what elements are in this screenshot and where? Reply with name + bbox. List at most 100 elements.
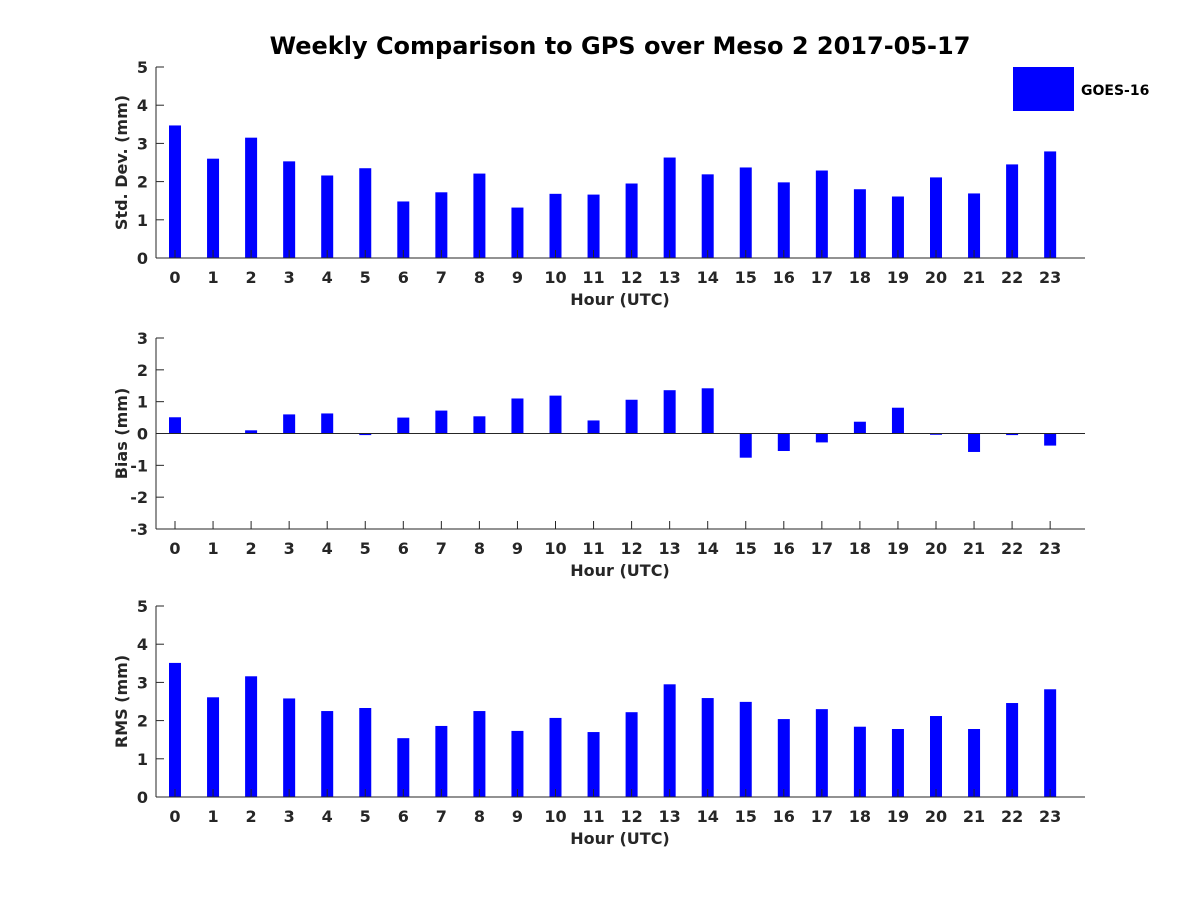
xtick-label-std-0: 0 [169, 268, 180, 287]
xtick-label-std-21: 21 [963, 268, 985, 287]
bar-std-hour-23 [1044, 151, 1057, 258]
xtick-label-rms-21: 21 [963, 807, 985, 826]
xtick-label-bias-8: 8 [474, 539, 485, 558]
bar-std-hour-21 [968, 193, 981, 258]
xtick-label-std-10: 10 [544, 268, 566, 287]
bar-rms-hour-19 [891, 729, 904, 797]
bar-rms-hour-0 [169, 662, 181, 797]
ytick-label-std-4: 4 [137, 96, 148, 115]
bar-bias-hour-22 [1006, 433, 1019, 436]
bar-rms-hour-12 [625, 712, 638, 797]
xtick-label-std-1: 1 [207, 268, 218, 287]
bar-bias-hour-12 [625, 399, 638, 434]
bar-std-hour-22 [1006, 164, 1019, 258]
xlabel-std: Hour (UTC) [570, 290, 670, 309]
bar-std-hour-11 [587, 194, 600, 258]
bar-std-hour-4 [321, 175, 334, 258]
ytick-label-bias-1: 1 [137, 393, 148, 412]
xtick-label-std-5: 5 [360, 268, 371, 287]
xtick-label-bias-6: 6 [398, 539, 409, 558]
xtick-label-bias-7: 7 [436, 539, 447, 558]
xtick-label-rms-15: 15 [735, 807, 757, 826]
bar-rms-hour-20 [930, 716, 942, 797]
bar-bias-hour-15 [739, 433, 752, 458]
bar-bias-hour-0 [169, 417, 181, 434]
xtick-label-rms-8: 8 [474, 807, 485, 826]
xtick-label-bias-12: 12 [620, 539, 642, 558]
xtick-label-bias-16: 16 [773, 539, 795, 558]
xtick-label-std-3: 3 [284, 268, 295, 287]
bar-std-hour-12 [625, 183, 638, 258]
xtick-label-bias-21: 21 [963, 539, 985, 558]
ytick-label-bias-2: 2 [137, 361, 148, 380]
ytick-label-std-0: 0 [137, 249, 148, 268]
xtick-label-std-19: 19 [887, 268, 909, 287]
xtick-label-rms-12: 12 [620, 807, 642, 826]
bar-bias-hour-16 [777, 433, 790, 452]
bar-std-hour-19 [891, 196, 904, 258]
bar-rms-hour-10 [549, 717, 562, 797]
xtick-label-bias-2: 2 [246, 539, 257, 558]
ytick-label-std-5: 5 [137, 58, 148, 77]
ytick-label-bias--2: -2 [130, 488, 148, 507]
bar-rms-hour-16 [777, 719, 790, 797]
bar-std-hour-15 [739, 167, 752, 258]
xtick-label-std-13: 13 [659, 268, 681, 287]
xtick-label-std-4: 4 [322, 268, 333, 287]
legend: GOES-16 [1013, 67, 1149, 111]
xlabel-bias: Hour (UTC) [570, 561, 670, 580]
xtick-label-rms-10: 10 [544, 807, 566, 826]
xtick-label-rms-6: 6 [398, 807, 409, 826]
ytick-label-rms-4: 4 [137, 635, 148, 654]
xtick-label-std-22: 22 [1001, 268, 1023, 287]
xtick-label-rms-23: 23 [1039, 807, 1061, 826]
bar-bias-hour-21 [968, 433, 981, 452]
bar-std-hour-6 [397, 201, 410, 258]
bar-bias-hour-9 [511, 398, 524, 434]
bar-rms-hour-3 [283, 698, 296, 797]
bar-std-hour-18 [853, 189, 866, 258]
bar-rms-hour-4 [321, 711, 334, 797]
bar-std-hour-3 [283, 161, 296, 258]
xtick-label-bias-15: 15 [735, 539, 757, 558]
ytick-label-std-2: 2 [137, 173, 148, 192]
bar-rms-hour-22 [1006, 703, 1019, 797]
bar-rms-hour-7 [435, 725, 448, 797]
ytick-label-bias-3: 3 [137, 329, 148, 348]
ytick-label-rms-5: 5 [137, 597, 148, 616]
bar-rms-hour-15 [739, 701, 752, 797]
xtick-label-bias-11: 11 [582, 539, 604, 558]
bar-bias-hour-19 [891, 407, 904, 434]
bar-std-hour-17 [815, 170, 828, 258]
xtick-label-bias-0: 0 [169, 539, 180, 558]
xtick-label-std-7: 7 [436, 268, 447, 287]
bar-std-hour-1 [207, 158, 220, 258]
xtick-label-bias-9: 9 [512, 539, 523, 558]
bar-bias-hour-8 [473, 416, 486, 434]
xtick-label-bias-1: 1 [207, 539, 218, 558]
xtick-label-bias-23: 23 [1039, 539, 1061, 558]
chart-title: Weekly Comparison to GPS over Meso 2 201… [270, 32, 971, 60]
xtick-label-bias-22: 22 [1001, 539, 1023, 558]
xtick-label-std-14: 14 [697, 268, 719, 287]
xtick-label-rms-13: 13 [659, 807, 681, 826]
bar-bias-hour-23 [1044, 433, 1057, 446]
bar-rms-hour-2 [245, 676, 258, 797]
xtick-label-rms-9: 9 [512, 807, 523, 826]
bar-rms-hour-21 [968, 729, 981, 797]
ytick-label-bias--3: -3 [130, 520, 148, 539]
ytick-label-std-3: 3 [137, 134, 148, 153]
bar-rms-hour-1 [207, 697, 220, 797]
bar-bias-hour-10 [549, 395, 562, 434]
xtick-label-bias-5: 5 [360, 539, 371, 558]
xtick-label-bias-18: 18 [849, 539, 871, 558]
bar-bias-hour-2 [245, 430, 258, 434]
bar-std-hour-14 [701, 174, 714, 258]
xtick-label-rms-19: 19 [887, 807, 909, 826]
xtick-label-std-20: 20 [925, 268, 947, 287]
xtick-label-std-17: 17 [811, 268, 833, 287]
legend-swatch [1013, 67, 1074, 111]
